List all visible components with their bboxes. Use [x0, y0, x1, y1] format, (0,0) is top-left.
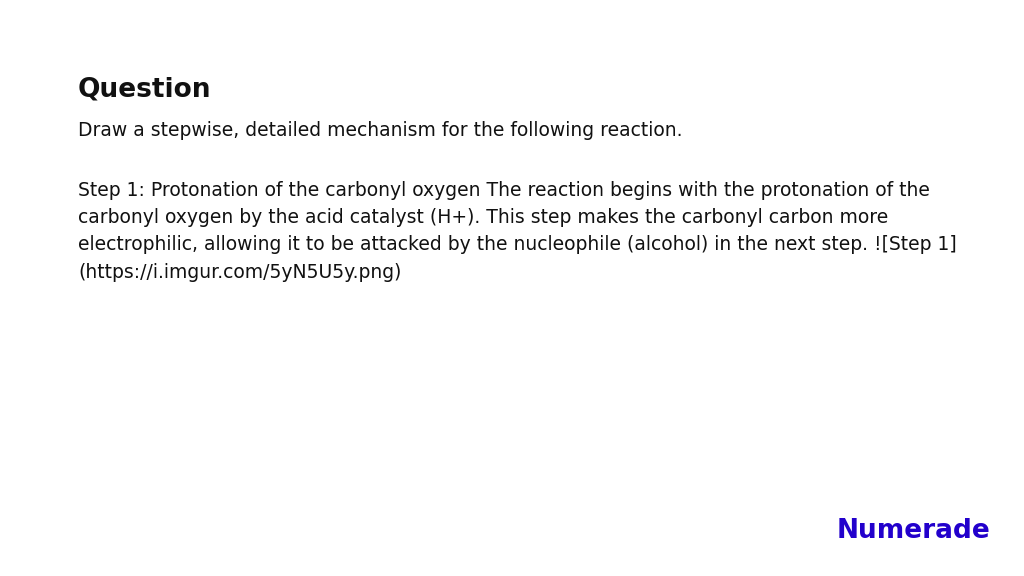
- Text: Question: Question: [78, 76, 212, 102]
- Text: Step 1: Protonation of the carbonyl oxygen The reaction begins with the protonat: Step 1: Protonation of the carbonyl oxyg…: [78, 181, 956, 282]
- Text: Numerade: Numerade: [837, 518, 990, 544]
- Text: Draw a stepwise, detailed mechanism for the following reaction.: Draw a stepwise, detailed mechanism for …: [78, 121, 683, 140]
